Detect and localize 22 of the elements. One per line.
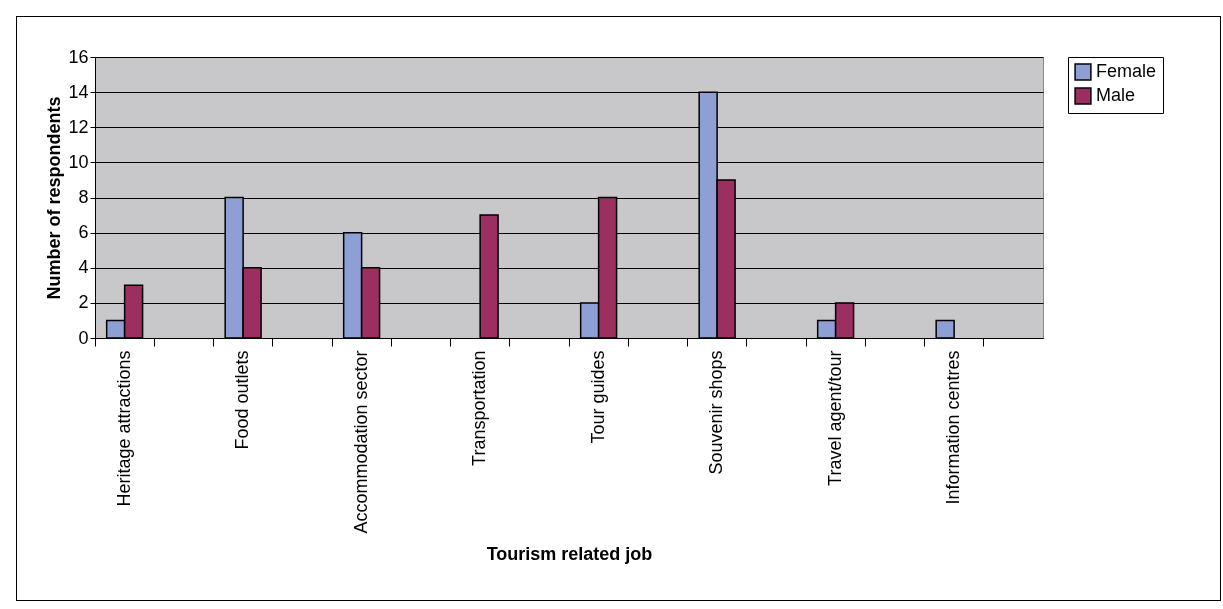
bar bbox=[935, 319, 955, 339]
x-axis-title: Tourism related job bbox=[486, 543, 653, 564]
x-tick-label: Information centres bbox=[943, 350, 964, 505]
y-tick-label: 4 bbox=[78, 257, 89, 278]
x-tick-label: Transportation bbox=[469, 350, 490, 466]
y-tick-label: 2 bbox=[78, 292, 89, 313]
y-tick-label: 0 bbox=[78, 327, 89, 348]
legend-label: Male bbox=[1096, 85, 1136, 105]
x-tick-label: Food outlets bbox=[232, 350, 253, 450]
legend-label: Female bbox=[1096, 61, 1157, 81]
y-axis-title: Number of respondents bbox=[44, 96, 65, 300]
x-tick-label: Souvenir shops bbox=[706, 350, 727, 475]
x-tick-label: Travel agent/tour bbox=[824, 350, 845, 486]
x-tick-label: Tour guides bbox=[587, 350, 608, 444]
y-tick-label: 10 bbox=[68, 151, 89, 172]
x-tick-label: Heritage attractions bbox=[113, 350, 134, 507]
y-tick-label: 12 bbox=[68, 116, 89, 137]
y-tick-label: 16 bbox=[68, 46, 89, 67]
y-tick-label: 6 bbox=[78, 222, 89, 243]
y-tick-label: 14 bbox=[68, 81, 89, 102]
x-tick-label: Accommodation sector bbox=[350, 350, 371, 534]
y-tick-label: 8 bbox=[78, 187, 89, 207]
